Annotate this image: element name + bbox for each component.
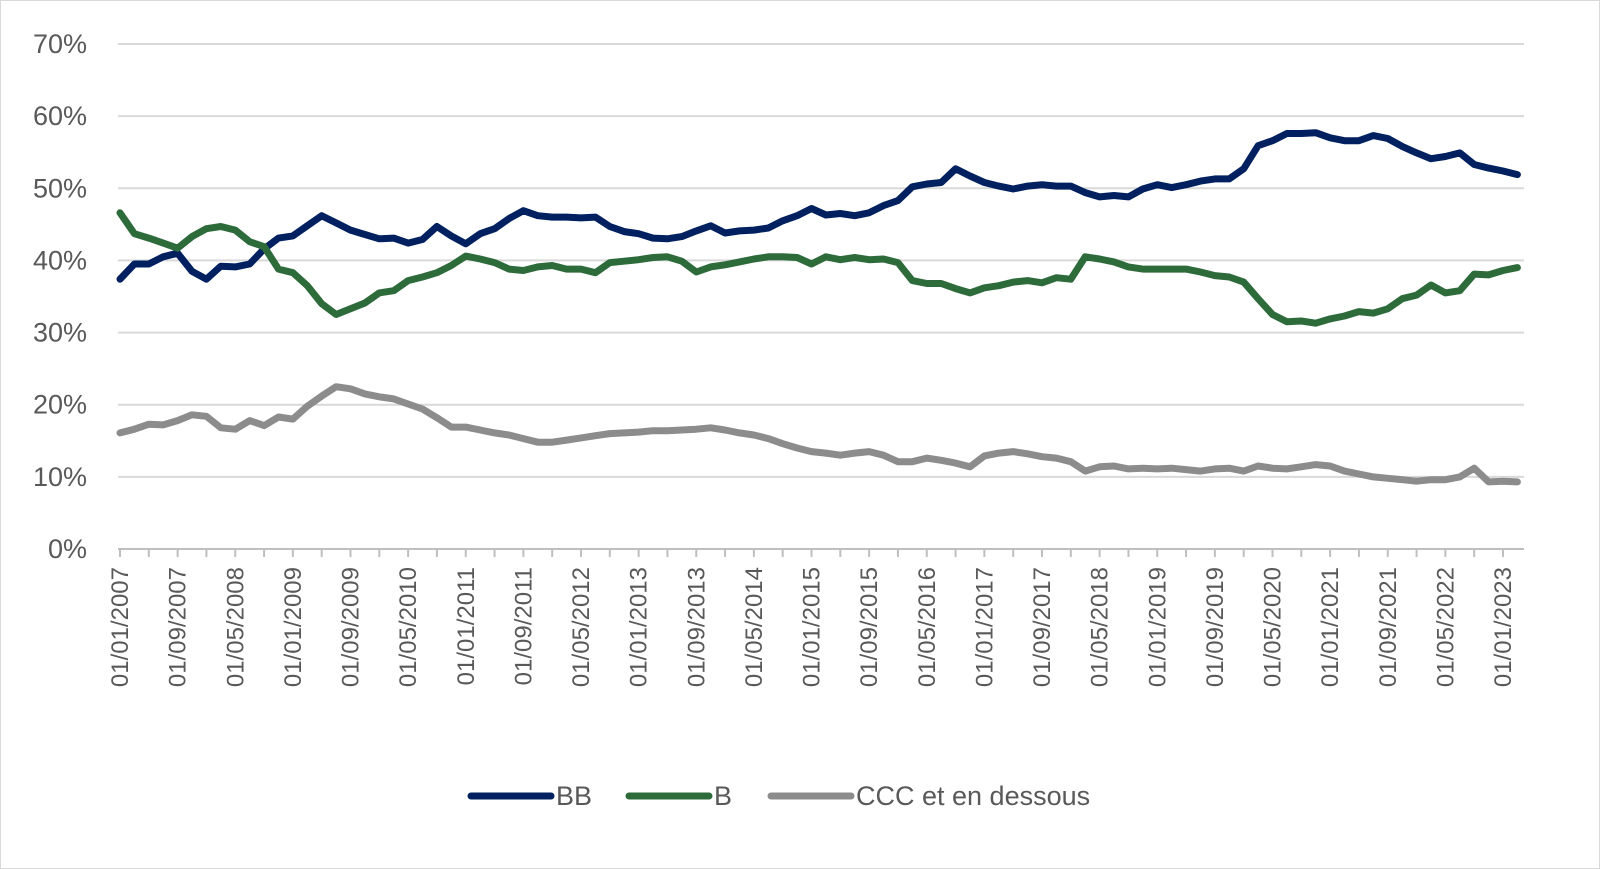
x-tick-label: 01/09/2011: [510, 567, 537, 685]
y-tick-label: 20%: [33, 390, 87, 420]
x-tick-label: 01/05/2012: [568, 567, 595, 687]
x-tick-label: 01/09/2017: [1029, 567, 1056, 687]
series-line-b: [116, 209, 1521, 327]
x-tick-label: 01/01/2019: [1144, 567, 1171, 687]
x-tick-label: 01/01/2023: [1490, 567, 1517, 687]
series-line-bb: [116, 129, 1521, 283]
x-axis: 01/01/2007 01/09/2007 01/05/2008 01/01/2009…: [107, 549, 1517, 687]
y-tick-label: 30%: [33, 318, 87, 348]
x-tick-label: 01/09/2015: [856, 567, 883, 687]
x-tick-label: 01/09/2021: [1375, 567, 1402, 687]
y-tick-label: 70%: [33, 29, 87, 59]
x-tick-label: 01/05/2008: [222, 567, 249, 687]
x-tick-label: 01/09/2013: [683, 567, 710, 687]
y-tick-label: 0%: [48, 534, 87, 564]
x-tick-label: 01/05/2014: [741, 567, 768, 687]
x-tick-label: 01/05/2018: [1087, 567, 1114, 687]
gridlines: [118, 43, 1524, 550]
legend-label-ccc-et-en-dessous: CCC et en dessous: [856, 781, 1090, 811]
series-lines: [116, 129, 1521, 486]
x-tick-label: 01/01/2013: [626, 567, 653, 687]
legend-label-b: B: [714, 781, 732, 811]
x-tick-label: 01/05/2020: [1260, 567, 1287, 687]
legend: BB B CCC et en dessous: [467, 781, 1090, 811]
y-axis-tick-labels: 0% 10% 20% 30% 40% 50% 60% 70%: [33, 29, 87, 564]
x-tick-label: 01/05/2022: [1432, 567, 1459, 687]
x-tick-label: 01/09/2019: [1202, 567, 1229, 687]
x-tick-label: 01/01/2007: [107, 567, 134, 687]
x-tick-label: 01/01/2021: [1317, 567, 1344, 687]
y-tick-label: 60%: [33, 101, 87, 131]
x-tick-label: 01/05/2016: [914, 567, 941, 687]
x-tick-label: 01/05/2010: [395, 567, 422, 687]
x-tick-label: 01/01/2011: [453, 567, 480, 685]
x-tick-label: 01/01/2017: [971, 567, 998, 687]
series-line-ccc-et-en-dessous: [116, 383, 1521, 486]
legend-label-bb: BB: [556, 781, 592, 811]
x-tick-label: 01/01/2015: [799, 567, 826, 687]
x-tick-label: 01/01/2009: [280, 567, 307, 687]
y-tick-label: 50%: [33, 173, 87, 203]
x-tick-label: 01/09/2009: [338, 567, 365, 687]
y-tick-label: 10%: [33, 462, 87, 492]
y-tick-label: 40%: [33, 245, 87, 275]
x-tick-label: 01/09/2007: [165, 567, 192, 687]
